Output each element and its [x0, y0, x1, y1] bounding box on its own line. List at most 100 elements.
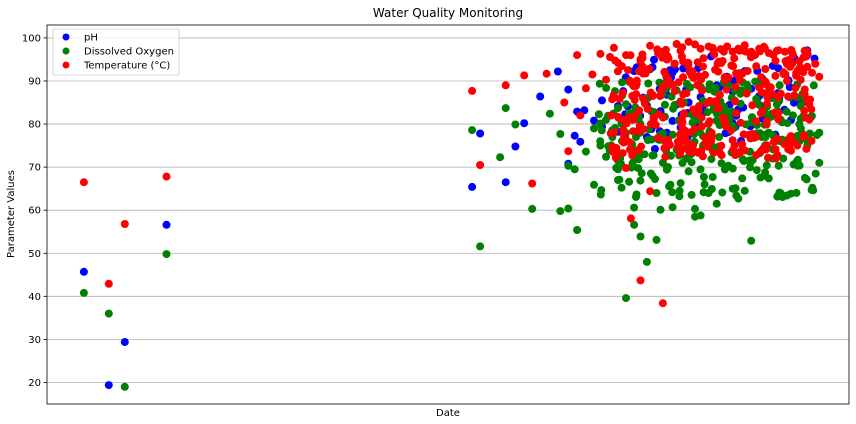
temperature-point — [618, 149, 627, 158]
dissolved-oxygen-point — [756, 173, 765, 182]
temperature-point — [792, 71, 801, 80]
temperature-point — [697, 113, 706, 122]
temperature-point — [715, 90, 724, 99]
temperature-point — [680, 109, 688, 118]
dissolved-oxygen-point — [594, 110, 603, 119]
temperature-point — [685, 68, 694, 76]
temperature-point — [699, 54, 708, 63]
temperature-point — [771, 154, 780, 163]
y-tick-label: 70 — [28, 163, 41, 174]
temperature-point — [635, 106, 644, 115]
temperature-point — [542, 69, 551, 78]
dissolved-oxygen-point — [581, 147, 590, 156]
dissolved-oxygen-point — [496, 153, 505, 162]
dissolved-oxygen-point — [691, 204, 699, 213]
temperature-point — [790, 91, 799, 100]
dissolved-oxygen-point — [649, 151, 658, 160]
dissolved-oxygen-point — [684, 167, 693, 176]
temperature-point — [697, 122, 706, 131]
dissolved-oxygen-point — [104, 309, 113, 318]
temperature-point — [709, 46, 718, 55]
temperature-point — [710, 97, 719, 106]
temperature-point — [693, 58, 702, 67]
temperature-point — [728, 136, 737, 145]
dissolved-oxygen-point — [718, 188, 727, 197]
temperature-point — [759, 42, 768, 51]
temperature-point — [704, 119, 713, 128]
temperature-point — [660, 136, 669, 145]
dissolved-oxygen-point — [675, 192, 684, 201]
temperature-point — [636, 276, 645, 285]
ph-point — [511, 142, 520, 151]
temperature-point — [739, 130, 748, 139]
dissolved-oxygen-point — [625, 177, 634, 186]
temperature-point — [639, 94, 648, 103]
ph-point — [476, 129, 485, 138]
dissolved-oxygen-point — [807, 185, 816, 194]
temperature-point — [649, 115, 658, 124]
temperature-point — [684, 58, 693, 67]
temperature-point — [800, 85, 809, 94]
temperature-point — [658, 113, 667, 122]
dissolved-oxygen-point — [811, 169, 820, 178]
dissolved-oxygen-point — [564, 161, 573, 170]
temperature-point — [689, 73, 698, 82]
dissolved-oxygen-point — [596, 119, 605, 128]
temperature-point — [661, 152, 670, 161]
temperature-point — [691, 109, 700, 118]
temperature-point — [779, 70, 788, 78]
ph-point — [598, 96, 606, 105]
dissolved-oxygen-point — [664, 163, 672, 172]
temperature-point — [683, 139, 692, 148]
dissolved-oxygen-point — [630, 203, 639, 212]
dissolved-oxygen-point — [720, 165, 729, 174]
ph-point — [501, 178, 510, 187]
dissolved-oxygen-point — [79, 288, 88, 297]
y-tick-label: 100 — [22, 33, 41, 44]
dissolved-oxygen-point — [590, 124, 598, 133]
temperature-point — [615, 95, 624, 103]
dissolved-oxygen-point — [812, 131, 821, 140]
temperature-point — [626, 214, 635, 223]
temperature-point — [560, 98, 569, 107]
temperature-point — [679, 90, 688, 99]
temperature-point — [802, 144, 811, 153]
temperature-point — [800, 106, 809, 115]
dissolved-oxygen-point — [590, 180, 598, 189]
dissolved-oxygen-point — [660, 100, 669, 109]
temperature-point — [738, 140, 747, 149]
ph-point — [468, 182, 477, 191]
ph-point — [79, 267, 88, 276]
dissolved-oxygen-point — [636, 176, 645, 185]
dissolved-oxygen-point — [793, 131, 802, 140]
temperature-point — [696, 44, 705, 53]
ph-point — [576, 137, 585, 146]
legend-marker — [62, 47, 70, 55]
temperature-point — [635, 122, 644, 131]
temperature-point — [773, 134, 782, 143]
temperature-point — [501, 81, 510, 90]
temperature-point — [735, 75, 744, 84]
temperature-point — [787, 46, 796, 54]
temperature-point — [611, 153, 620, 162]
temperature-point — [695, 102, 703, 111]
dissolved-oxygen-point — [668, 203, 677, 212]
temperature-point — [676, 149, 684, 158]
temperature-point — [740, 41, 749, 50]
temperature-point — [635, 67, 644, 76]
temperature-point — [815, 72, 824, 81]
ph-point — [120, 338, 129, 346]
dissolved-oxygen-point — [570, 165, 579, 174]
temperature-point — [476, 161, 485, 169]
temperature-point — [607, 111, 616, 120]
dissolved-oxygen-point — [651, 175, 659, 184]
ph-point — [570, 131, 579, 140]
temperature-point — [653, 133, 662, 142]
temperature-point — [742, 89, 751, 98]
dissolved-oxygen-point — [643, 136, 652, 144]
dissolved-oxygen-point — [715, 133, 724, 141]
temperature-point — [629, 127, 638, 136]
temperature-point — [771, 71, 780, 80]
dissolved-oxygen-point — [668, 130, 677, 139]
temperature-point — [602, 75, 610, 84]
